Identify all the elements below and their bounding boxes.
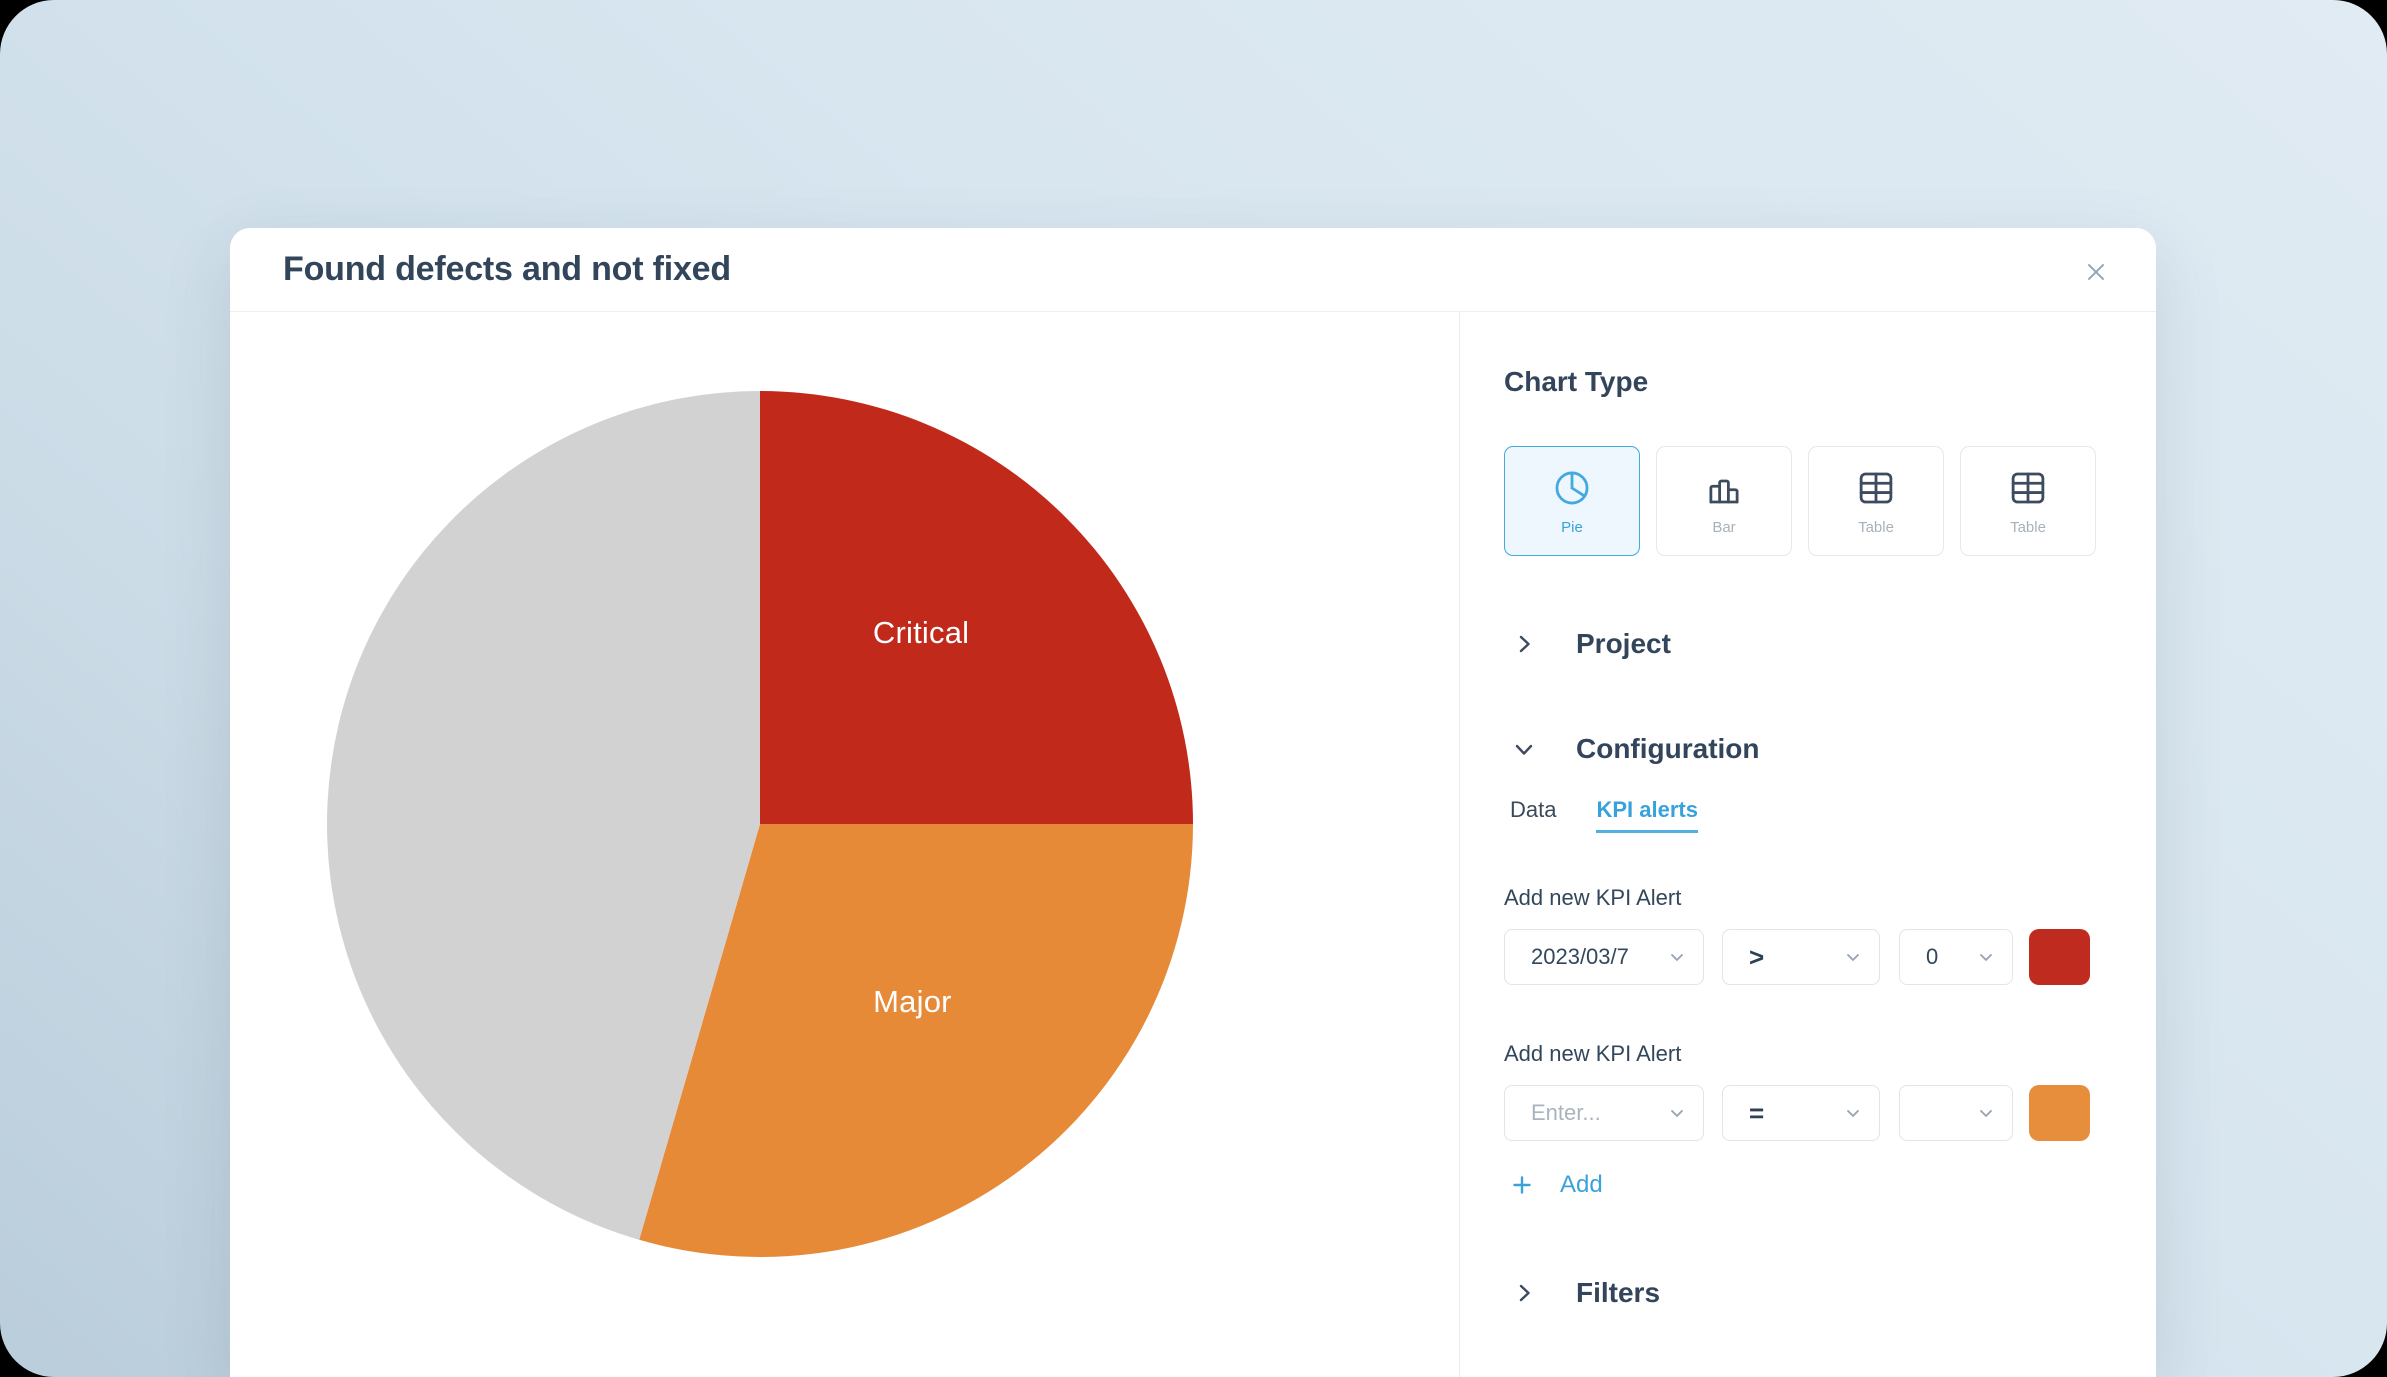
pie-chart-icon	[1555, 471, 1589, 504]
section-configuration[interactable]: Configuration	[1504, 727, 2100, 771]
pie-slice-label-critical: Critical	[872, 615, 970, 651]
pie-slice-major	[639, 824, 1193, 1257]
pie-slice-critical	[760, 391, 1193, 824]
settings-panel: Chart Type Pie	[1460, 312, 2156, 1377]
kpi2-threshold-select[interactable]	[1899, 1085, 2013, 1141]
chart-type-pie-button[interactable]: Pie	[1504, 446, 1640, 556]
kpi2-metric-placeholder: Enter...	[1531, 1100, 1601, 1125]
close-icon[interactable]	[2074, 250, 2118, 294]
section-project[interactable]: Project	[1504, 622, 2100, 666]
chevron-down-icon	[1671, 1110, 1683, 1117]
modal-body: Critical Major Chart Type Pie	[230, 312, 2156, 1377]
section-filters-label: Filters	[1576, 1277, 1661, 1308]
add-label: Add	[1560, 1171, 1603, 1198]
kpi1-threshold-select[interactable]: 0	[1899, 929, 2013, 985]
chart-type-label: Table	[2010, 518, 2046, 536]
kpi-alert-heading-2: Add new KPI Alert	[1504, 1041, 1682, 1066]
chart-type-heading: Chart Type	[1504, 366, 1649, 397]
pie-chart: Critical Major	[327, 391, 1193, 1257]
chart-type-label: Bar	[1712, 518, 1736, 536]
chart-area: Critical Major	[230, 312, 1460, 1377]
table-icon	[2011, 472, 2045, 503]
chart-type-label: Pie	[1561, 518, 1583, 536]
section-configuration-label: Configuration	[1576, 733, 1760, 764]
add-kpi-alert-link[interactable]: Add	[1504, 1171, 2100, 1199]
chevron-down-icon	[1671, 954, 1683, 961]
kpi-alert-row-1: 2023/03/7 > 0	[1504, 929, 2100, 985]
kpi1-metric-select[interactable]: 2023/03/7	[1504, 929, 1704, 985]
chevron-right-icon	[1519, 635, 1530, 653]
kpi1-threshold-value: 0	[1926, 944, 1939, 969]
kpi-alert-heading-1: Add new KPI Alert	[1504, 885, 1682, 910]
chevron-down-icon	[1980, 1110, 1992, 1117]
chevron-down-icon	[1515, 744, 1533, 755]
section-project-label: Project	[1576, 628, 1671, 659]
kpi1-metric-value: 2023/03/7	[1531, 944, 1629, 969]
kpi1-operator-select[interactable]: >	[1722, 929, 1880, 985]
section-filters[interactable]: Filters	[1504, 1271, 2100, 1315]
plus-icon	[1513, 1176, 1531, 1194]
modal-title: Found defects and not fixed	[283, 250, 731, 288]
chart-settings-modal: Found defects and not fixed Critical Maj…	[230, 228, 2156, 1377]
table-icon	[1859, 472, 1893, 503]
chart-type-bar-button[interactable]: Bar	[1656, 446, 1792, 556]
kpi-alert-row-2: Enter... =	[1504, 1085, 2100, 1141]
bar-chart-icon	[1709, 479, 1739, 503]
kpi2-operator-select[interactable]: =	[1722, 1085, 1880, 1141]
pie-slice-remainder	[327, 391, 760, 1240]
chart-type-table-button[interactable]: Table	[1808, 446, 1944, 556]
chevron-down-icon	[1847, 954, 1859, 961]
kpi2-operator-value: =	[1749, 1097, 1765, 1128]
tab-kpi-alerts[interactable]: KPI alerts	[1596, 797, 1698, 833]
chevron-right-icon	[1519, 1284, 1530, 1302]
chart-type-label: Table	[1858, 518, 1894, 536]
chart-type-table2-button[interactable]: Table	[1960, 446, 2096, 556]
chevron-down-icon	[1847, 1110, 1859, 1117]
kpi1-color-swatch[interactable]	[2029, 929, 2090, 985]
pie-svg	[327, 391, 1193, 1257]
chart-type-options: Pie Bar	[1504, 446, 2100, 556]
tab-data[interactable]: Data	[1510, 797, 1557, 822]
configuration-tabs: Data KPI alerts	[1504, 797, 2100, 833]
kpi2-metric-select[interactable]: Enter...	[1504, 1085, 1704, 1141]
kpi1-operator-value: >	[1749, 941, 1765, 972]
kpi2-color-swatch[interactable]	[2029, 1085, 2090, 1141]
modal-header: Found defects and not fixed	[230, 228, 2156, 312]
pie-slice-label-major: Major	[873, 984, 952, 1020]
chevron-down-icon	[1980, 954, 1992, 961]
